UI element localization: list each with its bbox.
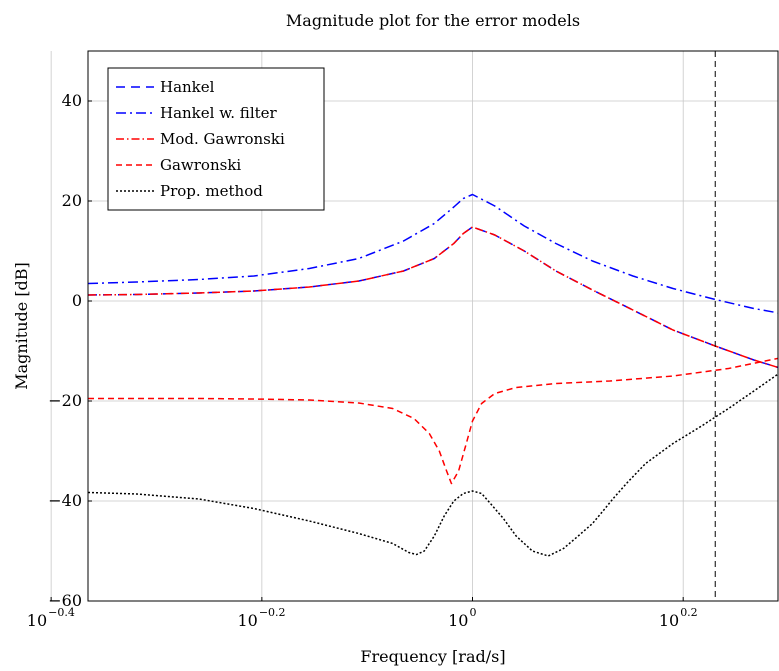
x-tick-exponent: 0.2: [680, 606, 698, 619]
x-tick-exponent: −0.4: [48, 606, 75, 619]
x-tick-label: 10 −0.4: [27, 606, 75, 630]
legend-label: Mod. Gawronski: [160, 130, 285, 148]
y-tick-label: −40: [48, 491, 82, 510]
series-lines: [88, 193, 778, 557]
y-axis-ticks: −60 −40 −20 0 20 40: [48, 91, 92, 610]
x-tick-label: 10 0.2: [659, 606, 698, 630]
x-tick-base: 10: [659, 611, 679, 630]
y-tick-label: 40: [62, 91, 82, 110]
legend-label: Gawronski: [160, 156, 241, 174]
y-tick-label: −20: [48, 391, 82, 410]
x-tick-label: 10 −0.2: [237, 606, 285, 630]
y-tick-label: 0: [72, 291, 82, 310]
x-tick-base: 10: [448, 611, 468, 630]
x-tick-base: 10: [237, 611, 257, 630]
x-axis-label: Frequency [rad/s]: [360, 647, 505, 666]
x-tick-exponent: −0.2: [259, 606, 286, 619]
x-tick-exponent: 0: [469, 606, 476, 619]
legend-label: Prop. method: [160, 182, 263, 200]
legend-label: Hankel w. filter: [160, 104, 278, 122]
x-tick-label: 10 0: [448, 606, 476, 630]
legend-label: Hankel: [160, 78, 215, 96]
y-axis-label: Magnitude [dB]: [12, 262, 31, 390]
chart-title: Magnitude plot for the error models: [286, 11, 580, 30]
series-line-2: [88, 193, 778, 314]
y-tick-label: 20: [62, 191, 82, 210]
y-tick-label: −60: [48, 591, 82, 610]
legend: Hankel Hankel w. filter Mod. Gawronski Gawr…: [107, 67, 325, 211]
x-tick-base: 10: [27, 611, 47, 630]
plot-frame: [87, 50, 779, 602]
series-line-4: [88, 357, 778, 485]
